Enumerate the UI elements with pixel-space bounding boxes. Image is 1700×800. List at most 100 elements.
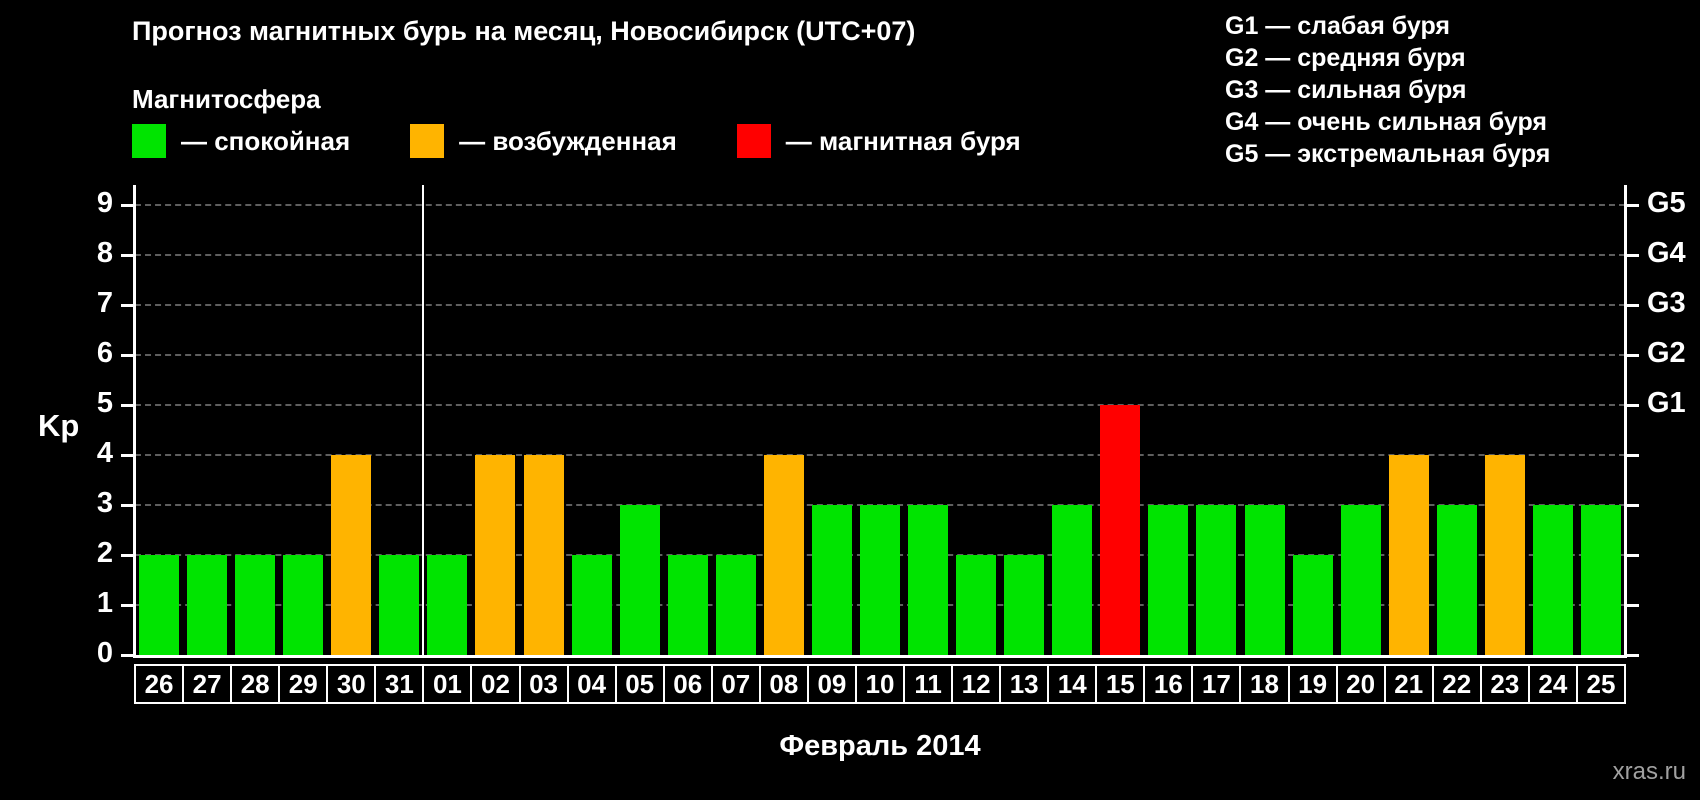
- x-tick-day-06: 06: [662, 664, 713, 704]
- g-legend-line-g3: G3 — сильная буря: [1225, 76, 1467, 104]
- x-tick-day-30: 30: [326, 664, 377, 704]
- y-tick-right-6: [1627, 354, 1639, 357]
- month-boundary-line: [422, 185, 425, 655]
- x-tick-day-15: 15: [1095, 664, 1146, 704]
- bar-day-04: [572, 555, 612, 655]
- y-tick-left-7: [121, 304, 133, 307]
- watermark: xras.ru: [1612, 758, 1686, 785]
- g-axis-label-g4: G4: [1647, 237, 1686, 269]
- y-tick-right-9: [1627, 204, 1639, 207]
- bar-day-26: [139, 555, 179, 655]
- bar-day-17: [1196, 505, 1236, 655]
- y-tick-label-5: 5: [96, 387, 113, 419]
- y-tick-left-6: [121, 354, 133, 357]
- bar-day-25: [1581, 505, 1621, 655]
- x-tick-day-27: 27: [182, 664, 233, 704]
- legend-label-storm: — магнитная буря: [785, 125, 1021, 156]
- bar-day-12: [956, 555, 996, 655]
- x-tick-day-17: 17: [1191, 664, 1242, 704]
- bar-day-08: [764, 455, 804, 655]
- x-tick-day-25: 25: [1575, 664, 1626, 704]
- legend-item-excited: — возбужденная: [410, 124, 677, 158]
- x-tick-day-09: 09: [806, 664, 857, 704]
- bar-day-16: [1148, 505, 1188, 655]
- y-axis-title: Kp: [38, 408, 80, 443]
- x-tick-day-04: 04: [566, 664, 617, 704]
- x-tick-day-07: 07: [710, 664, 761, 704]
- y-tick-right-3: [1627, 504, 1639, 507]
- gridline-kp-6: [135, 354, 1625, 356]
- bar-day-13: [1004, 555, 1044, 655]
- y-tick-right-5: [1627, 404, 1639, 407]
- bar-day-05: [620, 505, 660, 655]
- x-tick-day-18: 18: [1239, 664, 1290, 704]
- x-tick-day-20: 20: [1335, 664, 1386, 704]
- x-tick-day-24: 24: [1527, 664, 1578, 704]
- g-legend-line-g1: G1 — слабая буря: [1225, 12, 1451, 40]
- gridline-kp-9: [135, 204, 1625, 206]
- legend-item-storm: — магнитная буря: [736, 124, 1021, 158]
- g-legend-line-g5: G5 — экстремальная буря: [1225, 140, 1551, 168]
- gridline-kp-5: [135, 404, 1625, 406]
- y-tick-label-8: 8: [96, 237, 113, 269]
- y-tick-left-9: [121, 204, 133, 207]
- x-tick-day-14: 14: [1047, 664, 1098, 704]
- y-tick-label-3: 3: [96, 487, 113, 519]
- y-tick-label-1: 1: [96, 587, 113, 619]
- bar-day-23: [1485, 455, 1525, 655]
- x-axis-baseline: [133, 655, 1627, 658]
- g-axis-label-g3: G3: [1647, 287, 1686, 319]
- legend-swatch-quiet-icon: [132, 124, 166, 158]
- y-axis-line-right: [1624, 185, 1627, 658]
- x-tick-day-10: 10: [854, 664, 906, 704]
- g-scale-legend: G1 — слабая буря G2 — средняя буря G3 — …: [1225, 10, 1550, 170]
- gridline-kp-8: [135, 254, 1625, 256]
- x-tick-day-19: 19: [1287, 664, 1338, 704]
- bar-day-30: [331, 455, 371, 655]
- g-legend-line-g4: G4 — очень сильная буря: [1225, 108, 1547, 136]
- bar-day-09: [812, 505, 852, 655]
- y-tick-left-3: [121, 504, 133, 507]
- y-tick-label-0: 0: [96, 637, 113, 669]
- bar-day-28: [235, 555, 275, 655]
- y-tick-left-2: [121, 554, 133, 557]
- gridline-kp-4: [135, 454, 1625, 456]
- x-tick-day-08: 08: [758, 664, 809, 704]
- bar-day-14: [1052, 505, 1092, 655]
- legend-label-excited: — возбужденная: [459, 125, 677, 156]
- bar-day-11: [908, 505, 948, 655]
- y-tick-left-5: [121, 404, 133, 407]
- x-tick-day-02: 02: [470, 664, 521, 704]
- bar-day-20: [1341, 505, 1381, 655]
- legend-label-quiet: — спокойная: [181, 125, 351, 156]
- x-tick-day-16: 16: [1143, 664, 1194, 704]
- y-axis-line-left: [133, 185, 136, 658]
- x-tick-day-29: 29: [278, 664, 329, 704]
- x-tick-day-28: 28: [230, 664, 281, 704]
- x-tick-day-11: 11: [903, 664, 954, 704]
- y-tick-label-9: 9: [96, 187, 113, 219]
- y-tick-label-6: 6: [96, 337, 113, 369]
- bar-day-31: [379, 555, 419, 655]
- y-tick-right-2: [1627, 554, 1639, 557]
- x-tick-day-13: 13: [999, 664, 1050, 704]
- chart-title: Прогноз магнитных бурь на месяц, Новосиб…: [132, 16, 916, 46]
- y-tick-left-4: [121, 454, 133, 457]
- g-legend-line-g2: G2 — средняя буря: [1225, 44, 1466, 72]
- x-tick-day-05: 05: [614, 664, 665, 704]
- g-axis-label-g5: G5: [1647, 187, 1686, 219]
- y-tick-right-1: [1627, 604, 1639, 607]
- x-tick-day-03: 03: [518, 664, 569, 704]
- legend-item-quiet: — спокойная: [132, 124, 350, 158]
- bar-day-07: [716, 555, 756, 655]
- y-tick-label-7: 7: [96, 287, 113, 319]
- bar-day-27: [187, 555, 227, 655]
- y-tick-label-2: 2: [96, 537, 113, 569]
- g-axis-label-g2: G2: [1647, 337, 1686, 369]
- x-axis-title: Февраль 2014: [779, 730, 981, 762]
- x-tick-day-26: 26: [134, 664, 185, 704]
- legend-swatch-storm-icon: [736, 124, 771, 158]
- x-tick-day-12: 12: [951, 664, 1002, 704]
- x-tick-day-22: 22: [1431, 664, 1482, 704]
